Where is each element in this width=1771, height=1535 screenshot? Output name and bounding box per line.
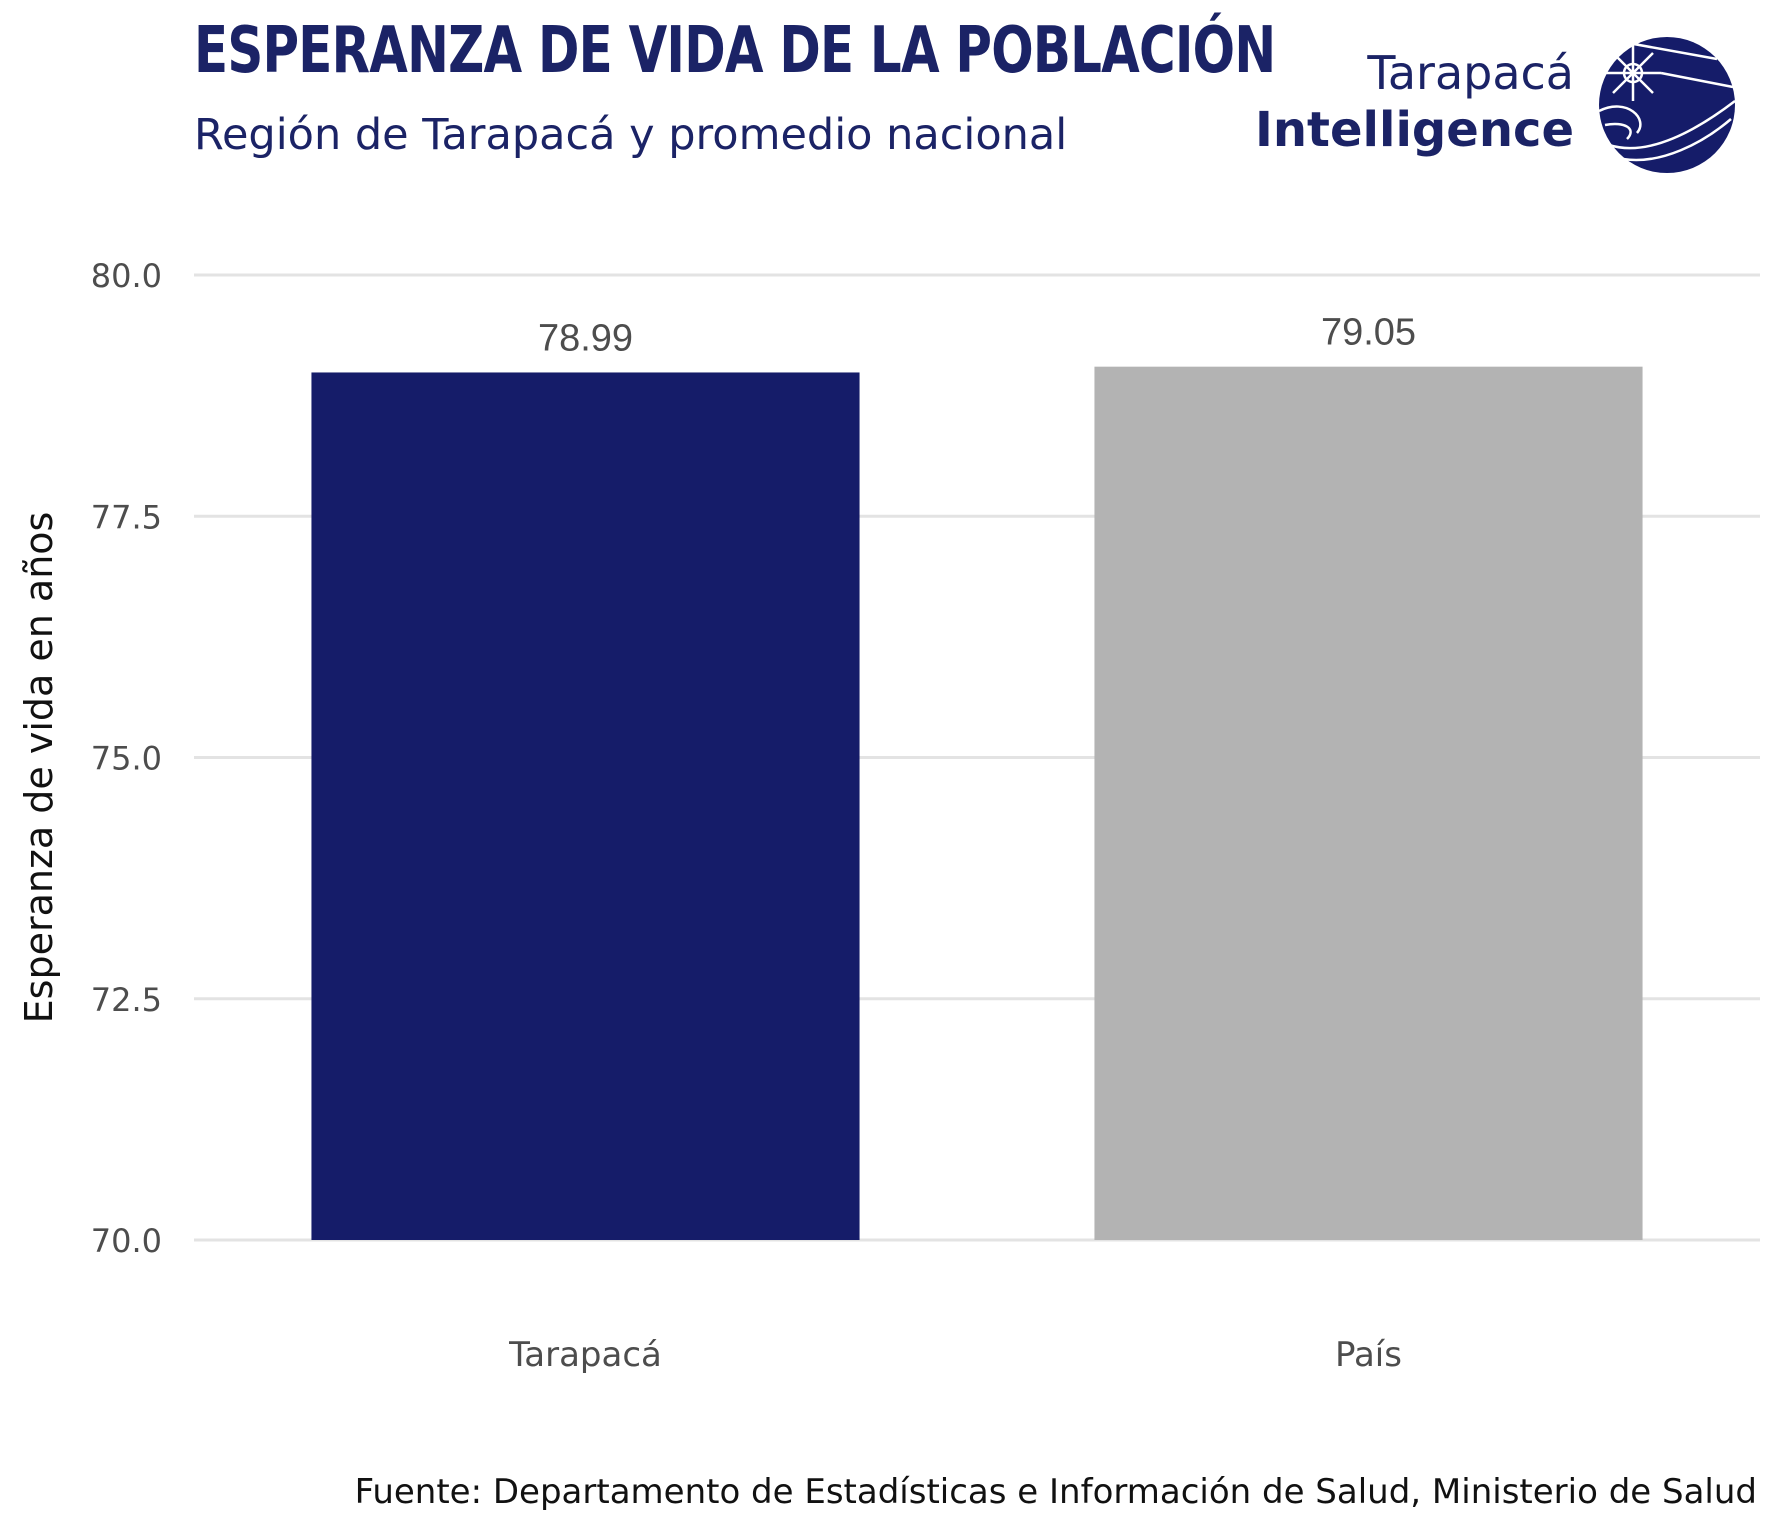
bar-chart: 70.0 72.5 75.0 77.5 80.0 78.99 79.05 Tarapacá…	[17, 257, 1760, 1375]
logo-line-1: Tarapacá	[1367, 46, 1574, 100]
logo-wordmark: Tarapacá Intelligence	[1255, 45, 1574, 159]
y-tick-label: 80.0	[91, 257, 162, 295]
logo-line-2: Intelligence	[1255, 102, 1574, 158]
y-axis-label: Esperanza de vida en años	[17, 512, 61, 1024]
y-tick-label: 77.5	[91, 498, 162, 536]
chart-subtitle: Región de Tarapacá y promedio nacional	[194, 110, 1068, 160]
x-tick-label: Tarapacá	[508, 1335, 662, 1375]
bar-value-label: 79.05	[1321, 312, 1416, 354]
y-tick-label: 70.0	[91, 1222, 162, 1260]
y-axis-ticks: 70.0 72.5 75.0 77.5 80.0	[91, 257, 162, 1260]
bar-1	[311, 372, 860, 1241]
bars	[311, 366, 1643, 1241]
y-tick-label: 72.5	[91, 981, 162, 1019]
bar-value-label: 78.99	[538, 317, 633, 359]
y-tick-label: 75.0	[91, 740, 162, 778]
bar-data-labels: 78.99 79.05	[538, 312, 1416, 360]
chart-title: ESPERANZA DE VIDA DE LA POBLACIÓN	[194, 14, 1276, 88]
x-axis-ticks: Tarapacá País	[508, 1335, 1402, 1375]
bar-2	[1094, 366, 1643, 1240]
x-tick-label: País	[1335, 1335, 1402, 1375]
source-note: Fuente: Departamento de Estadísticas e I…	[354, 1472, 1757, 1512]
globe-logo-icon	[1598, 37, 1736, 173]
